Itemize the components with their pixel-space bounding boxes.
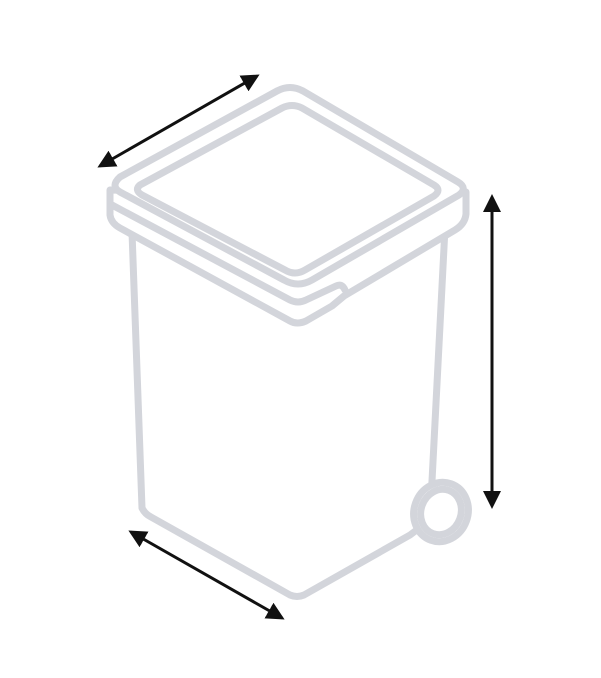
bin-lid-inner-panel [133, 102, 442, 277]
depth-arrow [128, 530, 285, 620]
bin-lid-handle [108, 201, 349, 306]
bin-body [128, 224, 449, 600]
width-arrow [97, 74, 260, 168]
bin-wheel-hub [417, 485, 465, 539]
wheelie-bin-icon [106, 84, 472, 600]
